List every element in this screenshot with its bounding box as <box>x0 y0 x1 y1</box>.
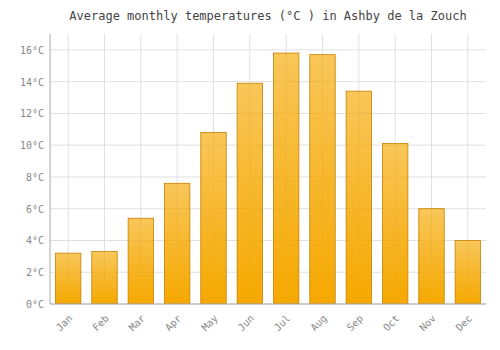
y-tick-label: 6°C <box>26 204 44 215</box>
x-tick-label: May <box>199 313 220 334</box>
y-tick-label: 2°C <box>26 267 44 278</box>
y-grid-line <box>50 176 486 177</box>
chart-container: Average monthly temperatures (°C ) in As… <box>0 0 500 350</box>
bar <box>164 183 189 304</box>
bar <box>310 55 335 304</box>
x-tick-label: Jan <box>54 313 75 334</box>
bar <box>273 53 298 304</box>
x-tick-label: Jun <box>236 313 257 334</box>
bar <box>382 144 407 304</box>
x-tick-label: Apr <box>163 313 184 334</box>
y-grid-line <box>50 113 486 114</box>
x-tick-label: Oct <box>381 313 402 334</box>
y-tick-label: 0°C <box>26 299 44 310</box>
chart-svg: Average monthly temperatures (°C ) in As… <box>0 0 500 350</box>
y-grid-line <box>50 49 486 50</box>
grid <box>50 34 486 304</box>
x-tick-label: Dec <box>454 313 475 334</box>
y-grid-line <box>50 145 486 146</box>
y-tick-label: 14°C <box>20 77 44 88</box>
bar <box>201 132 226 304</box>
x-tick-label: Aug <box>308 313 329 334</box>
y-tick-label: 10°C <box>20 140 44 151</box>
bar <box>455 240 480 304</box>
x-tick-label: Mar <box>127 313 148 334</box>
bar <box>55 253 80 304</box>
y-tick-label: 4°C <box>26 235 44 246</box>
y-axis-line <box>50 34 51 304</box>
bar <box>237 83 262 304</box>
bar <box>419 209 444 304</box>
chart-title: Average monthly temperatures (°C ) in As… <box>69 9 466 23</box>
x-axis-line <box>50 304 486 305</box>
x-axis: Jan Feb Mar Apr May Jun Jul Aug Sep Oct Nov Dec <box>54 313 474 334</box>
y-grid-line <box>50 304 486 305</box>
y-tick-label: 12°C <box>20 108 44 119</box>
x-tick-label: Feb <box>90 313 111 334</box>
bar <box>92 252 117 304</box>
y-axis: 0°C 2°C 4°C 6°C 8°C 10°C 12°C 14°C 16°C <box>20 45 44 310</box>
y-tick-label: 8°C <box>26 172 44 183</box>
y-grid-line <box>50 81 486 82</box>
bar <box>128 218 153 304</box>
x-tick-label: Sep <box>345 313 366 334</box>
x-tick-label: Jul <box>272 313 293 334</box>
bars <box>55 53 480 304</box>
y-tick-label: 16°C <box>20 45 44 56</box>
bar <box>346 91 371 304</box>
x-tick-label: Nov <box>417 313 438 334</box>
